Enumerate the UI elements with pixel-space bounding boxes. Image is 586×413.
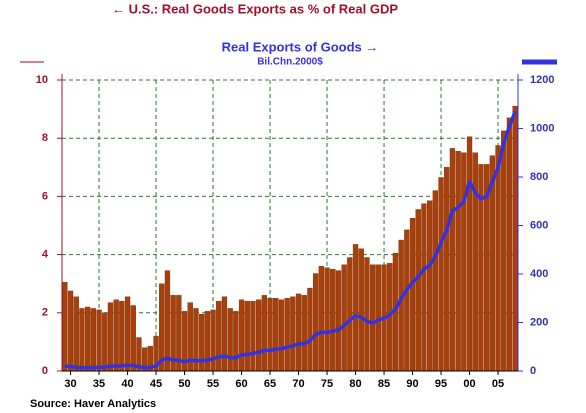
y-tick-label: 4 [42,249,49,261]
y2-tick-label: 600 [530,219,548,231]
bar [261,295,267,372]
bar [216,300,222,372]
bar [324,267,330,372]
bar [506,117,513,372]
bar [227,308,233,372]
y2-tick-label: 200 [530,316,548,328]
bar [404,229,410,372]
bar [461,152,467,372]
y2-tick-label: 400 [530,268,548,280]
x-tick-label: 60 [235,378,247,390]
bar [124,296,131,372]
bar [347,257,353,372]
bar [256,299,262,372]
source: Source: Haver Analytics [30,398,156,410]
bar [370,264,376,372]
x-tick-label: 55 [207,378,219,390]
bar [130,305,136,372]
line [64,110,517,370]
bar [398,239,404,372]
bar [421,203,427,372]
y2-tick-label: 0 [530,365,536,377]
bar [495,145,501,372]
x-tick-label: 65 [264,378,276,390]
x-tick-label: 95 [435,378,447,390]
bar [449,148,456,372]
bar [284,298,290,372]
bar-series-title: ← U.S.: Real Goods Exports as % of Real … [112,1,398,16]
bar [512,105,518,372]
x-tick-label: 85 [378,378,390,390]
bar [432,190,438,372]
bar [79,308,85,372]
bar [364,257,370,372]
x-tick-label: 00 [463,378,475,390]
bar [301,295,307,372]
y-tick-label: 10 [36,74,48,86]
x-tick-label: 40 [121,378,133,390]
x-tick-label: 35 [93,378,105,390]
y2-tick-label: 1000 [530,122,554,134]
x-tick-label: 80 [349,378,361,390]
bar [96,309,102,372]
x-tick-label: 90 [406,378,418,390]
bar [472,152,478,372]
x-tick-label: 75 [321,378,333,390]
bar [438,177,444,372]
bar [244,300,250,372]
bar [352,244,359,372]
bar [90,308,97,372]
bar [113,299,119,372]
y2-tick-label: 800 [530,171,548,183]
y-tick-label: 2 [42,307,48,319]
bar [250,300,256,372]
bar [455,151,461,372]
bar [267,298,273,372]
bar [210,309,216,372]
x-tick-label: 45 [150,378,162,390]
y-tick-label: 0 [42,365,48,377]
bar [290,296,296,372]
bar [501,130,507,372]
y-tick-label: 8 [42,132,48,144]
bar [221,296,228,372]
bar [233,311,239,372]
bar [164,270,171,372]
bar [295,293,302,372]
x-tick-label: 05 [492,378,504,390]
bar [409,218,416,372]
bar [335,270,342,372]
bar [427,200,433,372]
y2-axis-label: Bil.Chn.2000$ [257,57,323,68]
bar [84,306,91,372]
bar [73,296,79,372]
y2-tick-label: 1200 [530,74,554,86]
bar [273,298,279,372]
bar [62,282,68,372]
y-tick-label: 6 [42,190,48,202]
bar [238,299,245,372]
bar [341,264,347,372]
bar [119,300,125,372]
bar [307,287,313,372]
bar [415,209,421,372]
bar [278,299,285,372]
bar [444,167,450,372]
bar [330,268,336,372]
bar [102,312,108,372]
x-tick-label: 50 [178,378,190,390]
bar [318,266,324,372]
bar [313,273,319,372]
bar [107,302,114,372]
line-series-title: Real Exports of Goods → [222,39,379,54]
bar [67,290,74,372]
x-tick-label: 70 [292,378,304,390]
bar [358,248,364,372]
x-tick-label: 30 [64,378,76,390]
bar [466,136,473,372]
